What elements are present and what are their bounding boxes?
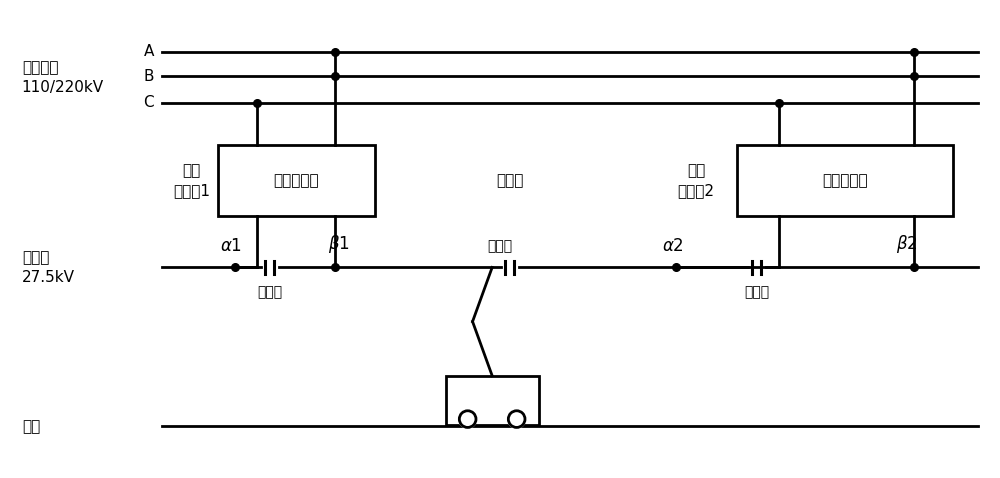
Text: $\beta$1: $\beta$1 xyxy=(328,233,350,255)
Text: 牵引变压器: 牵引变压器 xyxy=(273,173,319,188)
Bar xyxy=(218,145,375,217)
Circle shape xyxy=(508,411,525,427)
Text: A: A xyxy=(144,44,154,59)
Text: 接触网
27.5kV: 接触网 27.5kV xyxy=(22,250,75,285)
Text: C: C xyxy=(143,95,154,110)
Text: 三相电网
110/220kV: 三相电网 110/220kV xyxy=(22,60,104,95)
Text: 电分相: 电分相 xyxy=(744,285,769,299)
Text: $\beta$2: $\beta$2 xyxy=(896,233,917,255)
Text: 牵引变压器: 牵引变压器 xyxy=(822,173,868,188)
Text: 钢轨: 钢轨 xyxy=(22,419,40,434)
Text: B: B xyxy=(144,69,154,84)
Text: 牵引
变电所1: 牵引 变电所1 xyxy=(173,163,210,198)
Circle shape xyxy=(459,411,476,427)
Bar xyxy=(737,145,953,217)
Text: 电分相: 电分相 xyxy=(257,285,282,299)
Text: $\alpha$2: $\alpha$2 xyxy=(662,237,683,255)
Bar xyxy=(446,376,539,425)
Text: 牵引
变电所2: 牵引 变电所2 xyxy=(678,163,714,198)
Text: $\alpha$1: $\alpha$1 xyxy=(220,237,243,255)
Text: 电分相: 电分相 xyxy=(487,239,513,253)
Text: 分区所: 分区所 xyxy=(496,173,523,188)
